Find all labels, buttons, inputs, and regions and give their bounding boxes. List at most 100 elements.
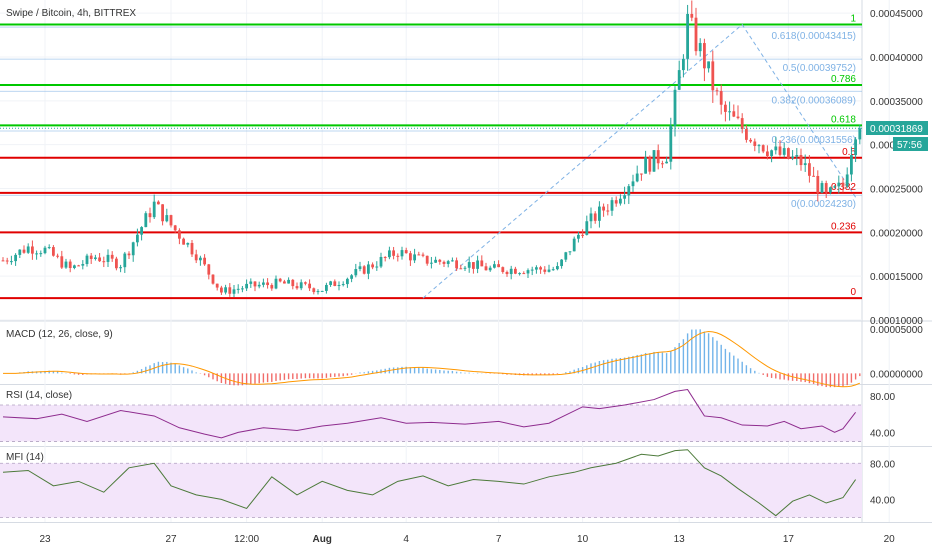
candle-body [677, 70, 681, 90]
price-candles [0, 0, 862, 297]
mfi-line [2, 449, 857, 517]
candle-body [31, 246, 34, 254]
candle-body [173, 225, 177, 231]
candle-body [123, 253, 127, 268]
candle-body [467, 262, 471, 268]
candle-body [106, 254, 110, 262]
candle-body [446, 261, 450, 264]
candle-body [56, 255, 59, 257]
candle-body [522, 273, 526, 275]
price-tick-label: 0.00010000 [870, 316, 923, 327]
candle-body [795, 155, 799, 157]
candle-body [367, 264, 370, 274]
candle-body [194, 254, 198, 261]
candle-body [518, 273, 521, 275]
candle-body [703, 43, 706, 69]
candle-body [287, 279, 290, 284]
candle-body [152, 201, 156, 218]
candle-body [425, 255, 429, 264]
candle-body [266, 282, 269, 286]
time-tick-label: 20 [884, 534, 896, 545]
candle-body [22, 249, 26, 253]
candle-body [262, 282, 265, 285]
candle-body [337, 285, 341, 287]
candle-body [833, 186, 836, 188]
candle-body [644, 157, 647, 174]
candle-body [308, 283, 311, 289]
price-tick-label: 0.00040000 [870, 53, 923, 64]
time-tick-label: 12:00 [234, 534, 259, 545]
candle-body [602, 206, 605, 211]
candle-body [665, 161, 668, 164]
candle-body [199, 257, 202, 261]
candle-body [535, 267, 538, 270]
candle-body [501, 267, 505, 272]
candle-body [808, 163, 811, 176]
candle-body [568, 251, 572, 253]
rsi-band [0, 405, 862, 442]
candle-body [341, 284, 345, 286]
candle-body [249, 281, 253, 284]
candle-body [295, 286, 299, 289]
candle-body [728, 111, 731, 113]
candle-body [488, 267, 492, 271]
candle-body [52, 247, 55, 256]
candle-body [81, 264, 85, 266]
candle-body [669, 125, 673, 162]
candle-body [291, 279, 295, 287]
candle-body [400, 250, 404, 257]
candle-body [211, 274, 215, 284]
macd-title: MACD (12, 26, close, 9) [6, 329, 113, 340]
candle-body [253, 281, 257, 287]
fib-level-label: 0.5 [842, 147, 856, 158]
candle-body [841, 182, 845, 187]
candle-body [274, 278, 278, 289]
time-tick-label: 27 [165, 534, 177, 545]
chart-title: Swipe / Bitcoin, 4h, BITTREX [6, 8, 136, 19]
candle-body [505, 271, 509, 275]
candle-body [110, 254, 114, 259]
candle-body [434, 259, 437, 263]
candle-body [131, 242, 135, 256]
time-tick-label: 17 [783, 534, 795, 545]
candle-body [144, 213, 148, 228]
candle-body [304, 282, 307, 284]
mfi-tick-label: 40.00 [870, 495, 895, 506]
candle-body [652, 150, 656, 172]
candle-body [459, 268, 463, 270]
fib-trend-line [422, 23, 857, 299]
candle-body [686, 13, 689, 59]
candle-body [85, 255, 89, 265]
candle-body [824, 183, 828, 193]
candle-body [39, 253, 43, 255]
current-price-badge [866, 121, 928, 135]
candle-body [417, 254, 421, 256]
rsi-tick-label: 80.00 [870, 392, 895, 403]
rsi-title: RSI (14, close) [6, 390, 72, 401]
candle-body [136, 234, 139, 243]
candle-body [766, 151, 769, 157]
candle-body [232, 289, 236, 294]
candle-body [257, 284, 261, 287]
candle-body [787, 148, 790, 159]
candle-body [119, 267, 122, 269]
candle-body [753, 141, 757, 146]
fib-level-label: 0.618 [831, 114, 856, 125]
candle-body [648, 157, 652, 172]
candle-body [526, 270, 530, 274]
price-tick-label: 0.00020000 [870, 228, 923, 239]
macd-tick-label: 0.00000000 [870, 369, 923, 380]
candle-body [127, 253, 131, 256]
candle-body [148, 213, 152, 218]
fib-level-label: 0.236 [831, 221, 856, 232]
candle-body [270, 285, 274, 289]
candle-body [736, 116, 740, 119]
candle-body [421, 254, 425, 256]
price-tick-label: 0.00025000 [870, 184, 923, 195]
candle-body [333, 281, 337, 287]
fib-level-label: 1 [850, 14, 856, 25]
candle-body [480, 260, 484, 267]
candle-body [724, 104, 727, 112]
